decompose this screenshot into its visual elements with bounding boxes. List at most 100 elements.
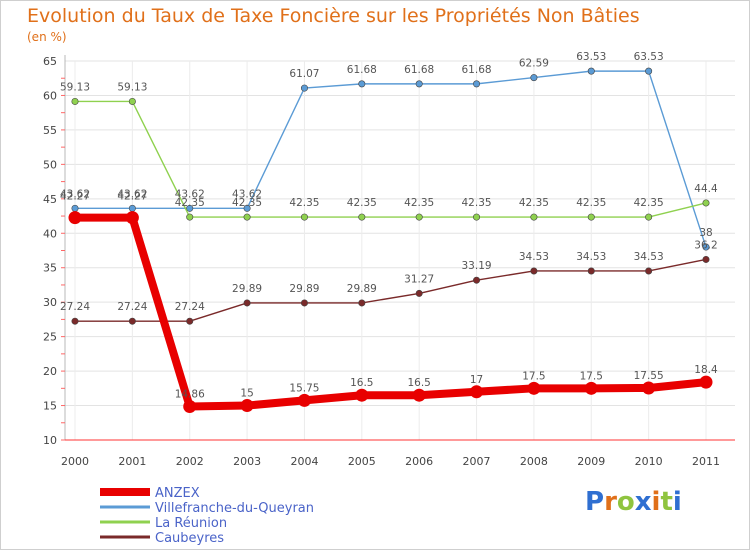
- legend-label: La Réunion: [155, 516, 227, 531]
- data-point: [186, 317, 194, 325]
- x-tick-label: 2009: [577, 455, 605, 468]
- data-point: [71, 317, 79, 325]
- data-point: [702, 255, 710, 263]
- data-point: [243, 204, 251, 212]
- data-label: 38: [699, 227, 712, 239]
- series-line-anzex: [75, 213, 707, 411]
- data-point: [300, 213, 308, 221]
- legend-label: Villefranche-du-Queyran: [155, 501, 314, 516]
- data-point: [243, 213, 251, 221]
- y-tick-label: 55: [43, 124, 57, 137]
- data-label: 29.89: [289, 283, 319, 295]
- data-point: [645, 67, 653, 75]
- data-label: 42.35: [347, 197, 377, 209]
- data-point: [300, 299, 308, 307]
- data-point: [297, 393, 311, 407]
- y-tick-label: 25: [43, 331, 57, 344]
- legend-label: ANZEX: [155, 486, 200, 501]
- chart-title: Evolution du Taux de Taxe Foncière sur l…: [27, 5, 640, 27]
- data-point: [473, 276, 481, 284]
- data-point: [128, 317, 136, 325]
- data-point: [530, 213, 538, 221]
- data-label: 42.27: [117, 191, 147, 203]
- data-label: 43.62: [117, 188, 147, 200]
- logo-letter: r: [604, 487, 617, 517]
- data-label: 42.35: [634, 197, 664, 209]
- legend-label: Caubeyres: [155, 531, 224, 546]
- data-label: 29.89: [347, 283, 377, 295]
- data-label: 17.5: [522, 370, 545, 382]
- x-tick-label: 2005: [348, 455, 376, 468]
- data-label: 16.5: [407, 377, 430, 389]
- data-point: [584, 381, 598, 395]
- data-label: 42.35: [175, 197, 205, 209]
- x-tick-label: 2003: [233, 455, 261, 468]
- data-point: [645, 213, 653, 221]
- logo-letter: t: [660, 487, 673, 517]
- data-point: [128, 97, 136, 105]
- y-tick-label: 15: [43, 400, 57, 413]
- x-tick-label: 2006: [405, 455, 433, 468]
- data-label: 18.4: [694, 364, 718, 376]
- data-point: [186, 213, 194, 221]
- data-label: 17.5: [580, 370, 603, 382]
- data-label: 29.89: [232, 283, 262, 295]
- y-axis-unit: (en %): [27, 30, 67, 44]
- data-point: [530, 267, 538, 275]
- data-point: [702, 199, 710, 207]
- data-label: 15: [240, 388, 253, 400]
- data-label: 43.62: [60, 188, 90, 200]
- data-label: 61.68: [347, 64, 377, 76]
- y-tick-label: 10: [43, 434, 57, 447]
- data-point: [702, 243, 710, 251]
- proxiti-logo: Proxiti: [585, 487, 682, 517]
- y-tick-label: 60: [43, 89, 57, 102]
- data-label: 27.24: [175, 301, 205, 313]
- data-point: [300, 84, 308, 92]
- data-label: 16.5: [350, 377, 373, 389]
- x-tick-label: 2001: [118, 455, 146, 468]
- data-label: 34.53: [576, 251, 606, 263]
- data-label: 27.24: [60, 301, 90, 313]
- data-point: [71, 204, 79, 212]
- data-label: 34.53: [519, 251, 549, 263]
- y-tick-label: 40: [43, 227, 57, 240]
- x-tick-label: 2010: [635, 455, 663, 468]
- data-point: [358, 213, 366, 221]
- grid: [65, 60, 735, 441]
- x-tick-label: 2007: [463, 455, 491, 468]
- data-label: 27.24: [117, 301, 147, 313]
- data-label: 59.13: [60, 81, 90, 93]
- data-point: [358, 299, 366, 307]
- data-label: 43.62: [232, 188, 262, 200]
- data-point: [587, 67, 595, 75]
- data-point: [645, 267, 653, 275]
- y-tick-label: 65: [43, 55, 57, 68]
- data-point: [355, 388, 369, 402]
- data-label: 42.35: [232, 197, 262, 209]
- x-tick-label: 2002: [176, 455, 204, 468]
- y-tick-label: 30: [43, 296, 57, 309]
- data-label: 17.55: [634, 370, 664, 382]
- data-point: [125, 211, 139, 225]
- data-label: 63.53: [634, 51, 664, 63]
- data-label: 33.19: [462, 260, 492, 272]
- y-tick-label: 45: [43, 193, 57, 206]
- x-tick-label: 2011: [692, 455, 720, 468]
- logo-letter: i: [651, 487, 661, 517]
- x-tick-label: 2008: [520, 455, 548, 468]
- data-label: 44.4: [694, 183, 718, 195]
- data-point: [68, 211, 82, 225]
- data-point: [587, 213, 595, 221]
- data-label: 42.35: [576, 197, 606, 209]
- y-tick-label: 50: [43, 158, 57, 171]
- logo-letter: x: [634, 487, 652, 517]
- data-label: 15.75: [289, 382, 319, 394]
- data-label: 14.86: [175, 389, 205, 401]
- data-label: 42.35: [404, 197, 434, 209]
- data-point: [412, 388, 426, 402]
- series-line-caubeyres: [75, 258, 707, 322]
